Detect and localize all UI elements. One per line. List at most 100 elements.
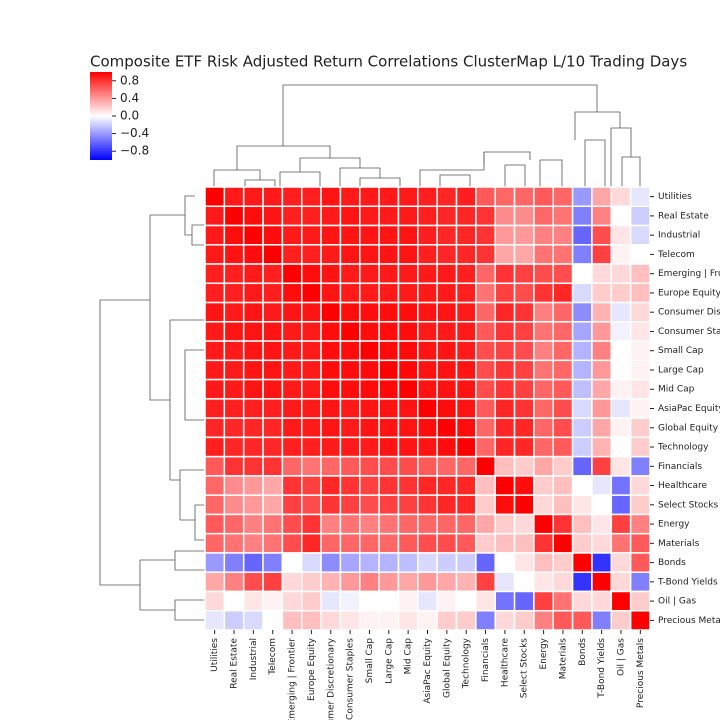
heatmap-cell [204,552,226,573]
heatmap-cell [204,359,226,381]
heatmap-cell [204,590,226,612]
heatmap-cell [300,398,322,419]
heatmap-cell [571,571,593,593]
heatmap-cell [629,263,651,285]
heatmap-cell [320,475,342,496]
row-label: Emerging | Frontier [658,269,720,279]
heatmap-cell [513,282,535,304]
heatmap-cell [552,532,574,554]
heatmap-cell [629,301,651,323]
heatmap-cell [475,475,496,496]
heatmap-cell [455,494,477,516]
heatmap-cell [436,263,458,285]
heatmap-cell [300,417,322,439]
column-label: Materials [558,638,568,680]
heatmap-cell [262,244,284,265]
heatmap-cell [513,224,535,246]
heatmap-cell [513,532,535,554]
heatmap-cell [204,282,226,304]
heatmap-cell [339,224,361,246]
heatmap-cell [494,321,516,342]
heatmap-cell [339,590,361,612]
heatmap-cell [455,552,477,573]
heatmap-cell [397,590,419,612]
heatmap-cell [339,475,361,496]
heatmap-cell [571,609,593,631]
heatmap-cell [378,609,400,631]
heatmap-cell [281,340,303,362]
heatmap-cell [300,571,322,593]
heatmap-cell [533,205,555,227]
heatmap-cell [533,282,555,304]
heatmap-cell [320,417,342,439]
heatmap-cell [262,340,284,362]
heatmap-cell [223,475,245,496]
heatmap-cell [494,513,516,535]
heatmap-cell [223,340,245,362]
column-label: Emerging | Frontier [288,638,298,720]
heatmap-cell [436,609,458,631]
heatmap-cell [397,455,419,477]
heatmap-cell [339,436,361,458]
heatmap-cell [320,224,342,246]
heatmap-cell [610,398,632,419]
heatmap-cell [378,205,400,227]
heatmap-cell [300,436,322,458]
heatmap-cell [591,321,613,342]
heatmap-cell [262,282,284,304]
heatmap-cell [455,436,477,458]
heatmap-cell [591,282,613,304]
heatmap-cell [223,532,245,554]
heatmap-cell [552,436,574,458]
heatmap-cell [629,282,651,304]
heatmap-cell [300,532,322,554]
heatmap-cell [494,282,516,304]
heatmap-cell [281,513,303,535]
heatmap-cell [436,378,458,400]
heatmap-cell [591,436,613,458]
heatmap-cell [204,417,226,439]
heatmap-cell [610,282,632,304]
heatmap-cell [359,186,380,208]
heatmap-cell [417,455,438,477]
heatmap-cell [223,359,245,381]
heatmap-cell [242,494,264,516]
heatmap-cell [359,475,380,496]
heatmap-cell [417,436,438,458]
heatmap-cell [262,417,284,439]
heatmap-cell [378,532,400,554]
heatmap-cell [378,321,400,342]
heatmap-cell [494,340,516,362]
colorbar-tick-label: 0.4 [120,91,139,105]
heatmap-cell [552,417,574,439]
heatmap-cell [591,513,613,535]
heatmap-cell [417,244,438,265]
heatmap-cell [339,494,361,516]
heatmap-cell [204,494,226,516]
heatmap-cell [417,282,438,304]
heatmap-cell [417,224,438,246]
heatmap-cell [223,321,245,342]
heatmap-cell [475,378,496,400]
heatmap-cell [629,552,651,573]
heatmap-cell [281,532,303,554]
heatmap-cell [610,552,632,573]
heatmap-cell [378,340,400,362]
heatmap-cell [242,455,264,477]
heatmap-cell [359,609,380,631]
heatmap-cell [359,552,380,573]
heatmap-cell [320,205,342,227]
heatmap-cell [320,378,342,400]
heatmap-cell [591,590,613,612]
column-label: Select Stocks [520,638,530,699]
heatmap-cell [475,494,496,516]
heatmap-cell [629,398,651,419]
heatmap-cell [475,282,496,304]
heatmap-cell [378,398,400,419]
heatmap-cell [513,475,535,496]
heatmap-cell [359,205,380,227]
heatmap-cell [629,436,651,458]
heatmap-cell [513,186,535,208]
heatmap-cell [242,436,264,458]
heatmap-cell [204,186,226,208]
